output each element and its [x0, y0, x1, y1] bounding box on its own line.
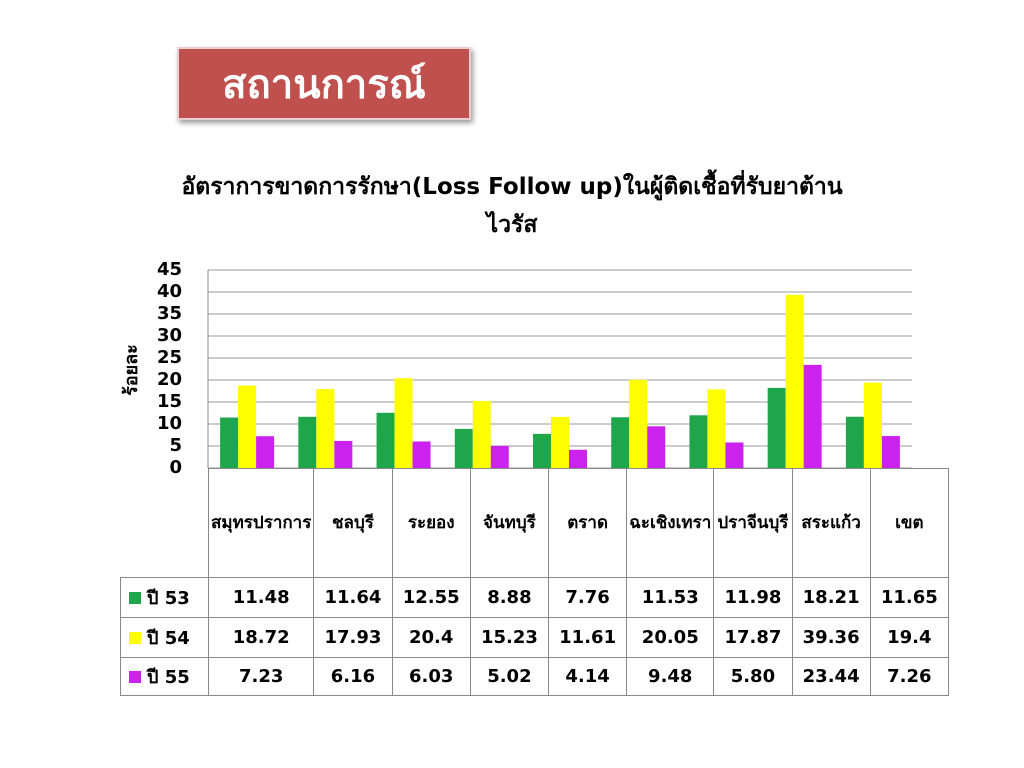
data-table: สมุทรปราการ ชลบุรี ระยอง จันทบุรี ตราด ฉะเชิง…: [120, 468, 949, 696]
legend-label: ปี 55: [147, 667, 190, 688]
data-label: 17.87: [713, 617, 793, 658]
legend-swatch: [129, 632, 141, 644]
data-label: 11.64: [313, 577, 393, 618]
data-label: 12.55: [391, 577, 471, 618]
data-label: 20.4: [391, 617, 471, 658]
y-tick-label: 10: [157, 413, 182, 434]
table-row: ปี 53 11.48 11.64 12.55 8.88 7.76 11.53 11.98 18…: [120, 577, 949, 618]
bar: [412, 441, 431, 468]
bar: [881, 436, 900, 468]
legend-swatch: [129, 592, 141, 604]
x-tick-label: เขต: [869, 468, 949, 578]
data-label: 6.16: [313, 657, 393, 696]
bar: [454, 428, 473, 468]
y-tick-label: 30: [157, 325, 182, 346]
y-tick-label: 25: [157, 347, 182, 368]
bar: [803, 364, 822, 468]
data-label: 39.36: [791, 617, 871, 658]
data-label: 11.53: [626, 577, 715, 618]
x-tick-label: ชลบุรี: [313, 468, 393, 578]
data-label: 11.98: [713, 577, 793, 618]
data-label: 4.14: [548, 657, 628, 696]
data-label: 11.48: [207, 577, 315, 618]
table-row: ปี 55 7.23 6.16 6.03 5.02 4.14 9.48 5.80 23.44 7.…: [120, 657, 949, 696]
data-label: 8.88: [469, 577, 550, 618]
data-label: 7.26: [869, 657, 949, 696]
y-tick-label: 45: [157, 259, 182, 280]
table-header-row: สมุทรปราการ ชลบุรี ระยอง จันทบุรี ตราด ฉะเชิง…: [121, 468, 949, 578]
y-tick-label: 20: [157, 369, 182, 390]
y-tick-label: 5: [169, 435, 182, 456]
table-row: ปี 54 18.72 17.93 20.4 15.23 11.61 20.05 17.87 3…: [120, 617, 949, 658]
bar: [256, 436, 275, 468]
chart-title: อัตราการขาดการรักษา(Loss Follow up)ในผู้…: [181, 174, 843, 238]
data-label: 20.05: [626, 617, 715, 658]
slide-title: สถานการณ์: [177, 47, 471, 120]
legend-entry: ปี 54: [120, 617, 209, 658]
data-label: 7.76: [548, 577, 628, 618]
bar: [785, 294, 804, 468]
bar: [689, 415, 708, 468]
bar: [238, 385, 257, 468]
x-tick-label: ระยอง: [391, 468, 471, 578]
legend-entry: ปี 53: [120, 577, 209, 618]
x-tick-label: สมุทรปราการ: [207, 468, 315, 578]
bar: [334, 440, 353, 468]
data-label: 19.4: [869, 617, 949, 658]
data-label: 5.02: [469, 657, 550, 696]
bar: [220, 417, 239, 468]
bar: [472, 400, 491, 468]
data-label: 23.44: [791, 657, 871, 696]
bar: [725, 442, 744, 468]
legend-swatch: [129, 671, 141, 683]
y-tick-label: 15: [157, 391, 182, 412]
bar: [298, 416, 317, 468]
bar: [376, 412, 395, 468]
bar: [611, 417, 630, 468]
x-tick-label: ตราด: [548, 468, 628, 578]
data-label: 9.48: [626, 657, 715, 696]
legend-label: ปี 54: [147, 628, 190, 649]
y-tick-label: 40: [157, 281, 182, 302]
bar: [707, 389, 726, 468]
bar: [647, 426, 666, 468]
x-tick-label: สระแก้ว: [791, 468, 871, 578]
bar: [533, 433, 551, 468]
bar: [863, 382, 882, 468]
bar: [316, 389, 335, 468]
bar: [845, 416, 864, 468]
data-label: 6.03: [391, 657, 471, 696]
bar: [551, 416, 569, 468]
bar: [394, 378, 413, 468]
y-tick-label: 35: [157, 303, 182, 324]
y-tick-label: 0: [169, 457, 182, 478]
bar: [490, 445, 509, 468]
data-label: 7.23: [207, 657, 315, 696]
data-label: 15.23: [469, 617, 550, 658]
data-label: 18.72: [207, 617, 315, 658]
bar: [569, 449, 587, 468]
y-axis-label: ร้อยละ: [121, 344, 142, 396]
blank-cell: [121, 469, 209, 578]
data-label: 18.21: [791, 577, 871, 618]
x-tick-label: ฉะเชิงเทรา: [626, 468, 715, 578]
legend-label: ปี 53: [147, 588, 190, 609]
legend-entry: ปี 55: [120, 657, 209, 696]
x-tick-label: ปราจีนบุรี: [713, 468, 793, 578]
data-label: 11.61: [548, 617, 628, 658]
bar: [629, 379, 648, 468]
data-label: 11.65: [869, 577, 949, 618]
data-label: 17.93: [313, 617, 393, 658]
data-label: 5.80: [713, 657, 793, 696]
x-tick-label: จันทบุรี: [469, 468, 550, 578]
bar: [767, 387, 786, 468]
